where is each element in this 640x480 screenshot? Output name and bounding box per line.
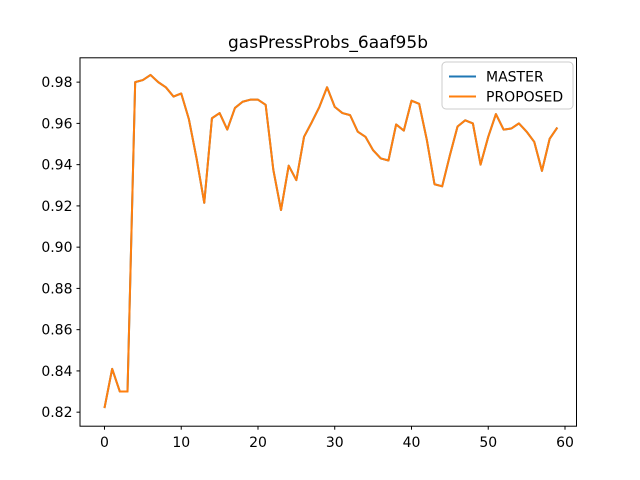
legend-label-master: MASTER — [486, 70, 544, 86]
y-tick-label: 0.88 — [41, 281, 72, 297]
x-tick-label: 30 — [326, 435, 344, 451]
y-tick-label: 0.84 — [41, 364, 72, 380]
x-tick-label: 20 — [249, 435, 267, 451]
y-tick-label: 0.90 — [41, 240, 72, 256]
y-tick-label: 0.96 — [41, 116, 72, 132]
legend: MASTER PROPOSED — [441, 61, 574, 110]
legend-label-proposed: PROPOSED — [486, 90, 563, 106]
chart-title: gasPressProbs_6aaf95b — [228, 33, 428, 53]
series-line-master — [103, 73, 559, 409]
y-tick-label: 0.82 — [41, 405, 72, 421]
series-line-proposed — [103, 73, 559, 409]
x-tick-label: 40 — [403, 435, 421, 451]
x-tick-label: 50 — [479, 435, 497, 451]
y-tick-label: 0.94 — [41, 158, 72, 174]
series-lines — [103, 73, 559, 409]
x-tick-label: 60 — [556, 435, 574, 451]
x-tick-label: 10 — [172, 435, 190, 451]
y-tick-label: 0.92 — [41, 199, 72, 215]
axes-frame — [79, 57, 577, 427]
y-tick-label: 0.98 — [41, 75, 72, 91]
y-tick-label: 0.86 — [41, 323, 72, 339]
x-tick-label: 0 — [100, 435, 109, 451]
axes: 0 10 20 30 40 50 60 0.82 0.84 0.86 0.88 0.90 0.92 0.9… — [41, 57, 577, 451]
